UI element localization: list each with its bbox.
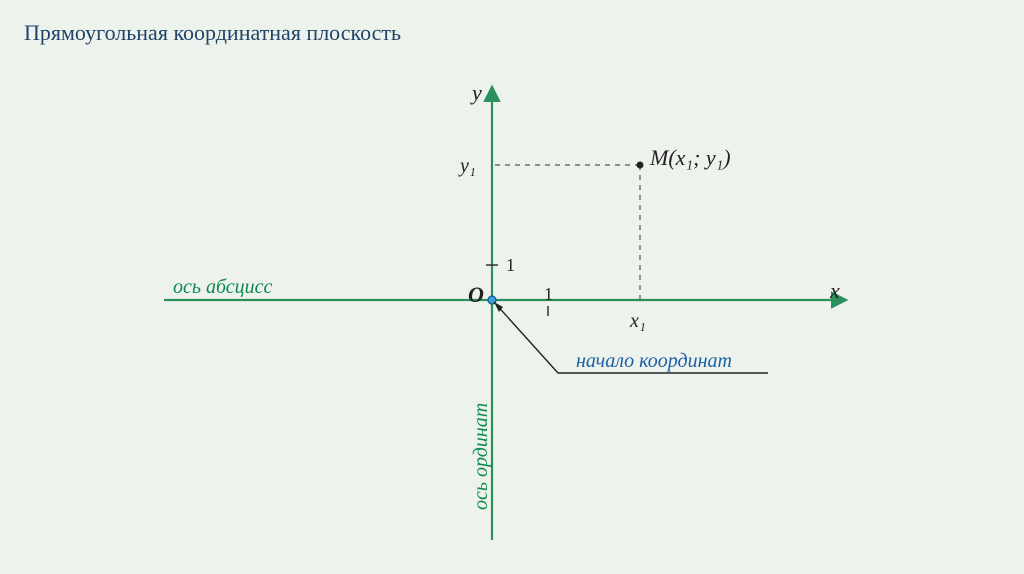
x-unit-label: 1 — [544, 284, 553, 305]
x-axis-letter: x — [830, 278, 840, 304]
y-axis-caption: ось ординат — [470, 403, 493, 510]
y1-label: y₁ — [460, 155, 476, 178]
origin-letter: O — [468, 282, 484, 308]
x-axis-caption: ось абсцисс — [173, 276, 272, 299]
y-axis-letter: y — [472, 80, 482, 106]
x1-label: x₁ — [630, 310, 646, 333]
origin-caption: начало координат — [576, 350, 732, 373]
coordinate-plane — [0, 0, 1024, 574]
point-m-label: M(x₁; y₁) — [650, 145, 731, 171]
y-unit-label: 1 — [506, 255, 515, 276]
point-m — [637, 162, 644, 169]
stage: Прямоугольная координатная плоскость — [0, 0, 1024, 574]
